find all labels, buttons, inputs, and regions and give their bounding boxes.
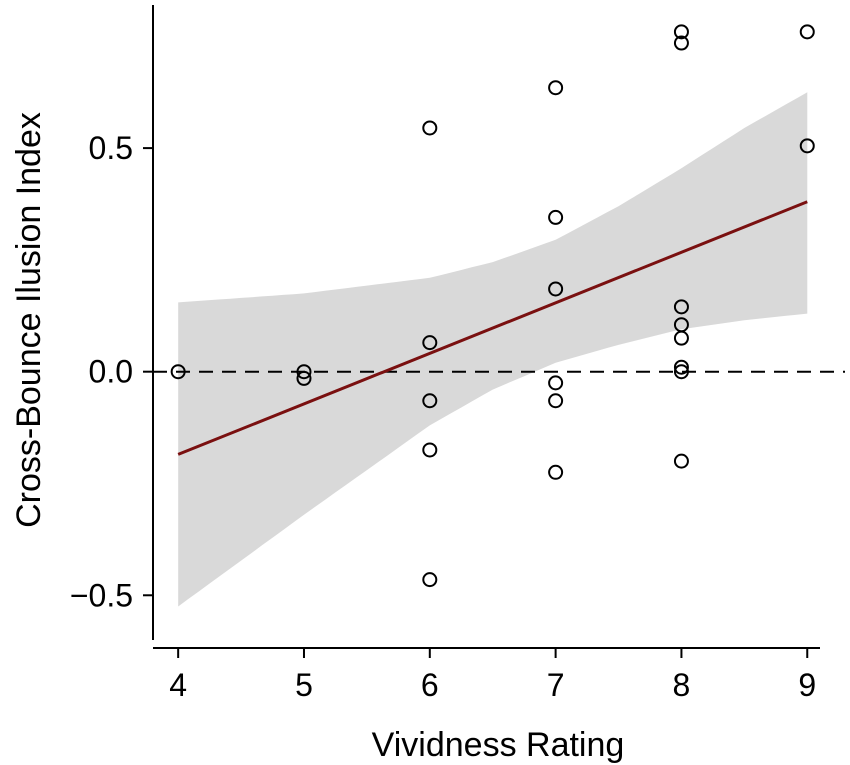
- data-point: [170, 364, 186, 380]
- data-point: [296, 364, 312, 380]
- data-point: [422, 572, 438, 588]
- x-axis-title: Vividness Rating: [372, 726, 625, 764]
- axis-labels-layer: 4 5 6 7 8 9 0.5 0.0 −0.5 Vividness Rating Cross-Bo…: [10, 112, 816, 764]
- data-point: [548, 464, 564, 480]
- x-tick-label: 9: [798, 667, 816, 703]
- x-tick-label: 7: [547, 667, 565, 703]
- data-point: [799, 138, 815, 154]
- data-point: [673, 330, 689, 346]
- confidence-band-layer: [178, 92, 808, 607]
- data-point: [673, 453, 689, 469]
- data-point: [548, 281, 564, 297]
- data-point: [548, 80, 564, 96]
- x-tick-label: 4: [169, 667, 187, 703]
- data-point: [548, 375, 564, 391]
- data-point: [422, 335, 438, 351]
- x-tick-label: 6: [421, 667, 439, 703]
- y-tick-label: 0.5: [89, 130, 133, 166]
- regression-line: [177, 200, 808, 456]
- confidence-band: [178, 92, 808, 607]
- data-point: [673, 35, 689, 51]
- y-tick-label: 0.0: [89, 354, 133, 390]
- data-point: [422, 393, 438, 409]
- fit-line-layer: [177, 200, 808, 456]
- x-tick-label: 8: [673, 667, 691, 703]
- data-point: [673, 364, 689, 380]
- data-point: [799, 24, 815, 40]
- points-layer: [170, 24, 815, 588]
- y-tick-label: −0.5: [70, 577, 133, 613]
- data-point: [673, 359, 689, 375]
- data-point: [673, 299, 689, 315]
- y-axis-title: Cross-Bounce Ilusion Index: [10, 112, 48, 528]
- data-point: [296, 370, 312, 386]
- x-tick-label: 5: [295, 667, 313, 703]
- data-point: [422, 120, 438, 136]
- data-point: [422, 442, 438, 458]
- axes-layer: [143, 5, 820, 658]
- data-point: [673, 24, 689, 40]
- data-point: [548, 393, 564, 409]
- data-point: [548, 209, 564, 225]
